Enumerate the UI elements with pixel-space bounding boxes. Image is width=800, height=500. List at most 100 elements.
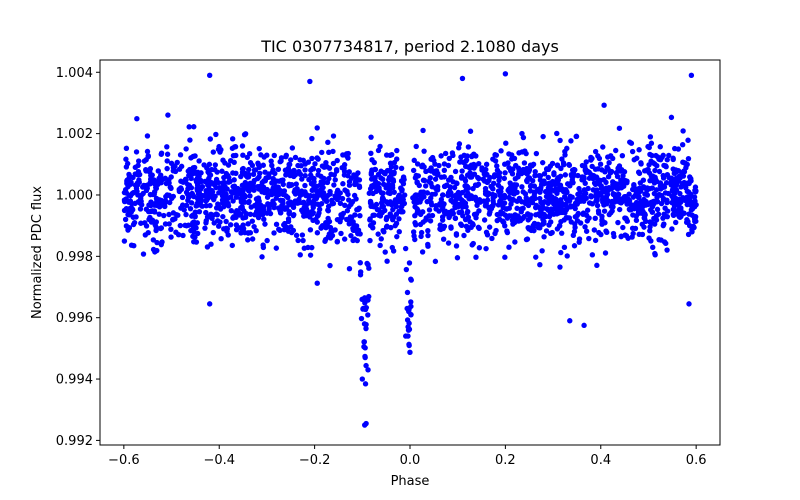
- data-point: [469, 221, 476, 227]
- data-point: [689, 227, 695, 233]
- data-point: [192, 153, 198, 159]
- data-point: [592, 181, 599, 188]
- data-point: [541, 234, 547, 240]
- data-point: [688, 191, 694, 198]
- data-point: [610, 155, 616, 162]
- data-point: [253, 228, 259, 234]
- data-point: [207, 202, 213, 209]
- data-point: [564, 253, 570, 259]
- data-point: [303, 202, 309, 208]
- data-point: [597, 161, 604, 167]
- data-point: [378, 190, 385, 196]
- data-point: [660, 215, 666, 221]
- data-point: [483, 201, 489, 207]
- x-tick-label: 0.0: [400, 453, 421, 468]
- data-point: [599, 189, 606, 195]
- data-point: [671, 203, 678, 209]
- data-point: [258, 211, 265, 217]
- data-point: [123, 164, 130, 170]
- data-point: [645, 143, 651, 150]
- data-point: [558, 230, 565, 236]
- data-point: [121, 189, 128, 196]
- data-point: [423, 183, 429, 189]
- data-point: [195, 191, 202, 197]
- data-point: [261, 154, 267, 160]
- data-point: [331, 182, 337, 188]
- data-point: [421, 148, 427, 154]
- data-point: [367, 186, 374, 192]
- data-point: [494, 217, 500, 224]
- data-point: [417, 191, 423, 198]
- data-point: [473, 254, 479, 260]
- data-point: [353, 181, 359, 187]
- data-point: [121, 238, 128, 244]
- data-point: [166, 211, 172, 218]
- data-point: [623, 233, 630, 239]
- data-point: [277, 210, 284, 216]
- data-point: [410, 167, 417, 174]
- data-point: [515, 165, 522, 171]
- data-point: [363, 321, 369, 328]
- data-point: [207, 172, 214, 178]
- data-point: [437, 226, 443, 232]
- data-point: [670, 211, 676, 218]
- data-point: [420, 209, 426, 215]
- data-point: [246, 150, 253, 157]
- data-point: [153, 224, 159, 231]
- data-point: [483, 161, 490, 168]
- data-point: [596, 229, 602, 236]
- data-point: [428, 180, 434, 187]
- data-point: [410, 229, 417, 235]
- data-point: [204, 197, 210, 203]
- data-point: [289, 145, 296, 151]
- data-point: [598, 185, 605, 191]
- data-point: [240, 225, 247, 232]
- data-point: [519, 149, 525, 155]
- data-point: [209, 215, 215, 222]
- data-point: [498, 148, 504, 154]
- data-point: [365, 262, 371, 268]
- data-point: [330, 148, 336, 155]
- data-point: [277, 227, 283, 233]
- data-point: [365, 312, 371, 318]
- data-point: [367, 237, 373, 244]
- data-point: [433, 168, 440, 174]
- data-point: [309, 135, 315, 142]
- data-point: [217, 219, 223, 225]
- data-point: [649, 209, 655, 215]
- data-point: [629, 148, 636, 155]
- data-point: [349, 198, 356, 205]
- data-point: [650, 176, 656, 182]
- data-point: [664, 247, 670, 253]
- data-point: [526, 168, 532, 175]
- data-point: [299, 207, 305, 213]
- data-point: [434, 187, 441, 193]
- data-point: [289, 182, 295, 188]
- data-point: [187, 205, 194, 212]
- data-point: [639, 231, 646, 238]
- data-point: [282, 167, 289, 173]
- data-point: [576, 185, 582, 192]
- data-point: [557, 173, 564, 180]
- data-point: [630, 212, 636, 218]
- data-point: [213, 131, 219, 138]
- data-point: [540, 201, 546, 207]
- data-point: [605, 166, 611, 172]
- data-point: [380, 176, 386, 182]
- data-point: [502, 161, 508, 167]
- data-point: [440, 201, 446, 207]
- data-point: [678, 184, 684, 190]
- data-point: [396, 216, 402, 222]
- data-point: [491, 180, 497, 187]
- data-point: [490, 195, 496, 201]
- data-point: [571, 243, 578, 249]
- data-point: [147, 180, 154, 186]
- data-point: [191, 219, 197, 225]
- data-point: [130, 214, 136, 220]
- data-point: [564, 189, 570, 196]
- data-point: [383, 152, 390, 158]
- data-point: [543, 193, 550, 200]
- data-point: [543, 166, 550, 172]
- data-point: [511, 191, 517, 197]
- data-point: [132, 200, 138, 207]
